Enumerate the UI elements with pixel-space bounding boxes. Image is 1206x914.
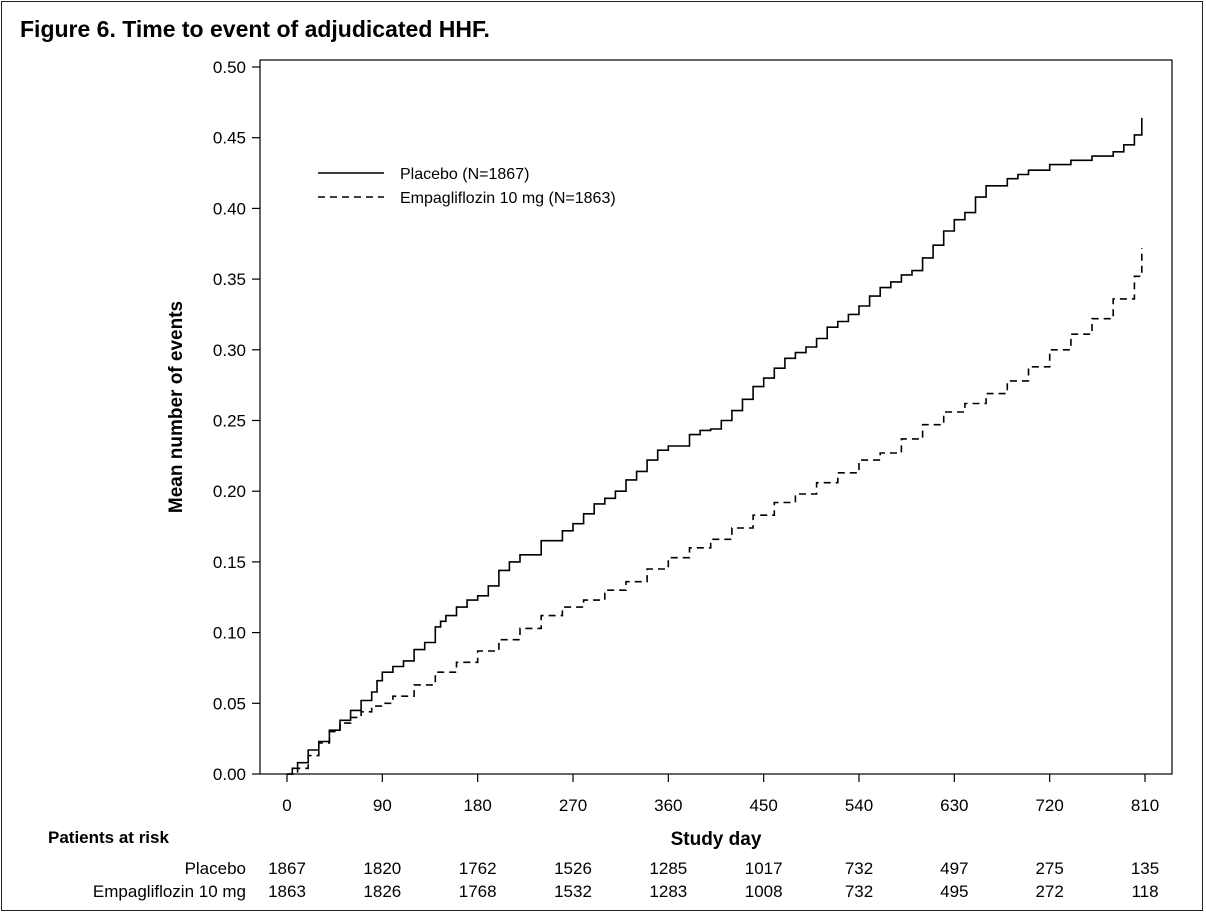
risk-count: 275 <box>1035 859 1063 878</box>
x-tick-label: 0 <box>282 796 291 815</box>
x-tick-label: 810 <box>1131 796 1159 815</box>
x-tick-label: 720 <box>1035 796 1063 815</box>
risk-row-label: Placebo <box>185 859 246 878</box>
y-tick-label: 0.35 <box>213 270 246 289</box>
x-tick-label: 540 <box>845 796 873 815</box>
legend-label: Empagliflozin 10 mg (N=1863) <box>400 190 616 207</box>
y-axis-title: Mean number of events <box>166 301 187 513</box>
risk-count: 1285 <box>649 859 687 878</box>
legend-label: Placebo (N=1867) <box>400 166 529 183</box>
empagliflozin-series-line <box>287 248 1143 775</box>
plot-area <box>259 59 1173 775</box>
risk-count: 1863 <box>268 882 306 901</box>
risk-count: 118 <box>1131 882 1158 901</box>
risk-count: 1768 <box>459 882 497 901</box>
y-tick-label: 0.10 <box>213 624 246 643</box>
y-tick-label: 0.25 <box>213 412 246 431</box>
risk-count: 272 <box>1035 882 1063 901</box>
x-tick-label: 90 <box>373 796 392 815</box>
y-tick-label: 0.05 <box>213 694 246 713</box>
risk-count: 497 <box>940 859 968 878</box>
risk-count: 1008 <box>745 882 783 901</box>
x-tick-label: 360 <box>654 796 682 815</box>
risk-count: 1526 <box>554 859 592 878</box>
risk-count: 495 <box>940 882 968 901</box>
risk-count: 1532 <box>554 882 592 901</box>
risk-count: 1762 <box>459 859 497 878</box>
x-tick-label: 180 <box>463 796 491 815</box>
risk-count: 732 <box>845 859 873 878</box>
risk-count: 1826 <box>363 882 401 901</box>
x-axis-title: Study day <box>671 829 762 850</box>
risk-count: 135 <box>1131 859 1159 878</box>
placebo-series-line <box>287 117 1143 775</box>
risk-count: 1283 <box>649 882 687 901</box>
risk-count: 1820 <box>363 859 401 878</box>
risk-row-label: Empagliflozin 10 mg <box>93 882 246 901</box>
x-tick-label: 270 <box>559 796 587 815</box>
x-tick-label: 630 <box>940 796 968 815</box>
risk-count: 1867 <box>268 859 306 878</box>
x-tick-label: 450 <box>749 796 777 815</box>
y-tick-label: 0.45 <box>213 129 246 148</box>
y-tick-label: 0.50 <box>213 58 246 77</box>
risk-count: 1017 <box>745 859 783 878</box>
y-tick-label: 0.15 <box>213 553 246 572</box>
y-tick-label: 0.20 <box>213 482 246 501</box>
risk-table-header: Patients at risk <box>48 828 169 847</box>
y-tick-label: 0.00 <box>213 765 246 784</box>
risk-count: 732 <box>845 882 873 901</box>
figure-title: Figure 6. Time to event of adjudicated H… <box>20 16 490 42</box>
y-tick-label: 0.40 <box>213 199 246 218</box>
y-tick-label: 0.30 <box>213 341 246 360</box>
